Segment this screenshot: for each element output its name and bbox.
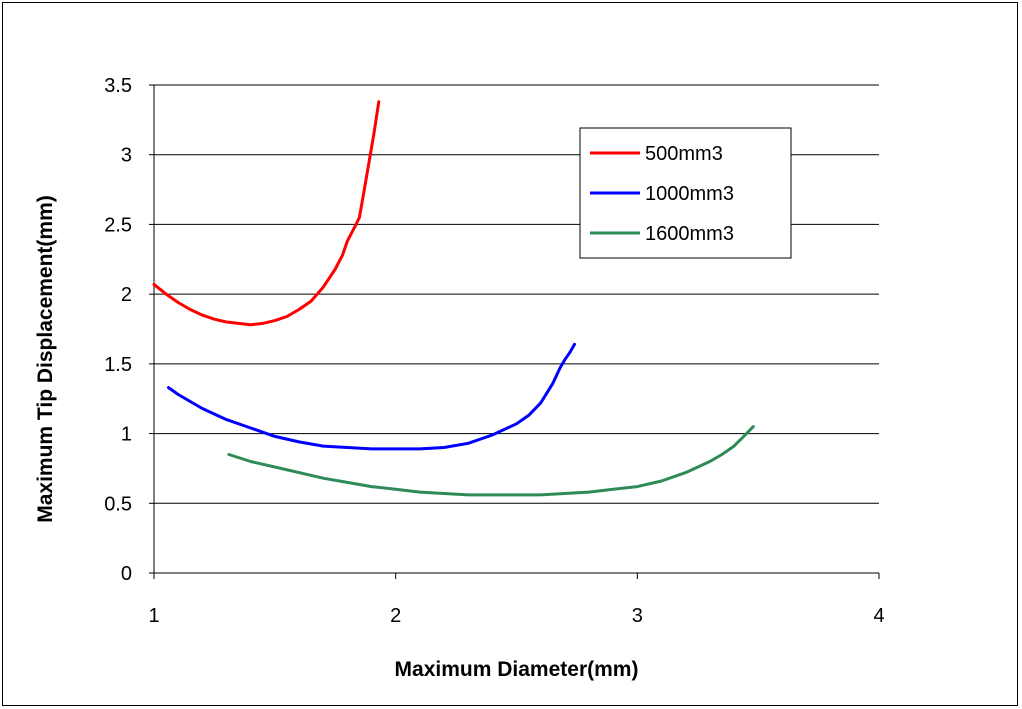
y-tick-label: 0.5	[104, 493, 132, 515]
y-tick-label: 2	[121, 284, 132, 306]
y-tick-label: 1	[121, 424, 132, 446]
axes	[149, 84, 880, 579]
legend-items: 500mm3 1000mm3 1600mm3	[590, 143, 734, 245]
y-tick-label: 3.5	[104, 75, 132, 97]
series-line-1600mm3	[227, 425, 755, 497]
x-tick-label: 1	[148, 605, 159, 627]
series-lines	[152, 100, 755, 497]
x-axis-title: Maximum Diameter(mm)	[395, 658, 639, 681]
legend-label: 500mm3	[645, 143, 723, 165]
legend-label: 1000mm3	[645, 183, 734, 205]
y-tick-label: 2.5	[104, 214, 132, 236]
x-tick-label: 4	[873, 605, 884, 627]
series-line-1000mm3	[167, 342, 576, 451]
y-tick-label: 3	[121, 145, 132, 167]
y-tick-label: 0	[121, 563, 132, 585]
y-tick-label: 1.5	[104, 354, 132, 376]
tick-labels: 0 0.5 1 1.5 2 2.5 3 3.5 1 2 3 4	[104, 75, 884, 627]
legend-label: 1600mm3	[645, 223, 734, 245]
y-axis-title: Maximum Tip Displacement(mm)	[34, 195, 57, 523]
x-tick-label: 3	[632, 605, 643, 627]
x-tick-label: 2	[390, 605, 401, 627]
legend: 500mm3 1000mm3 1600mm3	[579, 127, 792, 259]
series-line-500mm3	[152, 100, 381, 327]
